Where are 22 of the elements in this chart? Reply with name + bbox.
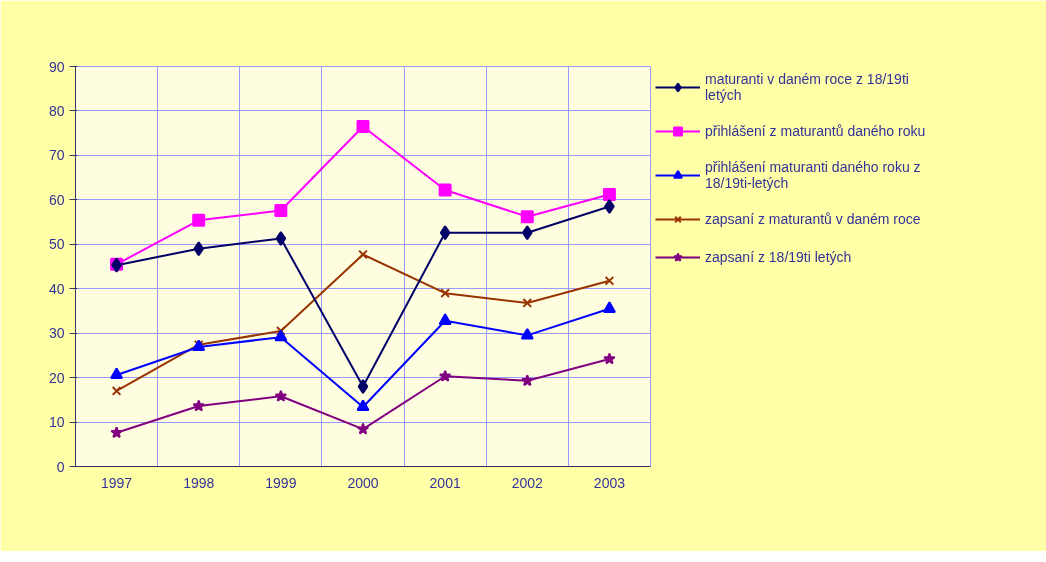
x-tick-label: 2003: [593, 474, 626, 491]
y-tick-label: 0: [56, 458, 65, 475]
y-tick-label: 70: [48, 147, 65, 164]
x-tick-label: 1998: [183, 474, 215, 491]
legend-label: přihlášení z maturantů daného roku: [705, 122, 926, 141]
x-tick-label: 1999: [265, 474, 297, 491]
legend-label: maturanti v daném roce z 18/19ti letých: [705, 71, 909, 103]
x-tick-label: 2001: [429, 474, 461, 491]
y-tick-label: 60: [48, 191, 65, 208]
y-tick-label: 20: [48, 369, 65, 386]
y-tick-label: 50: [48, 236, 65, 253]
y-tick-label: 10: [48, 414, 65, 431]
x-tick-label: 1997: [101, 474, 133, 491]
y-tick-label: 90: [48, 58, 65, 75]
legend-label: přihlášení maturanti daného roku z 18/19ti-letých: [705, 159, 921, 191]
y-tick-label: 40: [48, 280, 65, 297]
y-tick-label: 30: [48, 325, 65, 342]
legend-label: zapsaní z 18/19ti letých: [705, 248, 852, 267]
x-tick-label: 2000: [347, 474, 379, 491]
y-tick-label: 80: [48, 102, 65, 119]
x-tick-label: 2002: [511, 474, 544, 491]
legend-label: zapsaní z maturantů v daném roce: [705, 210, 921, 229]
